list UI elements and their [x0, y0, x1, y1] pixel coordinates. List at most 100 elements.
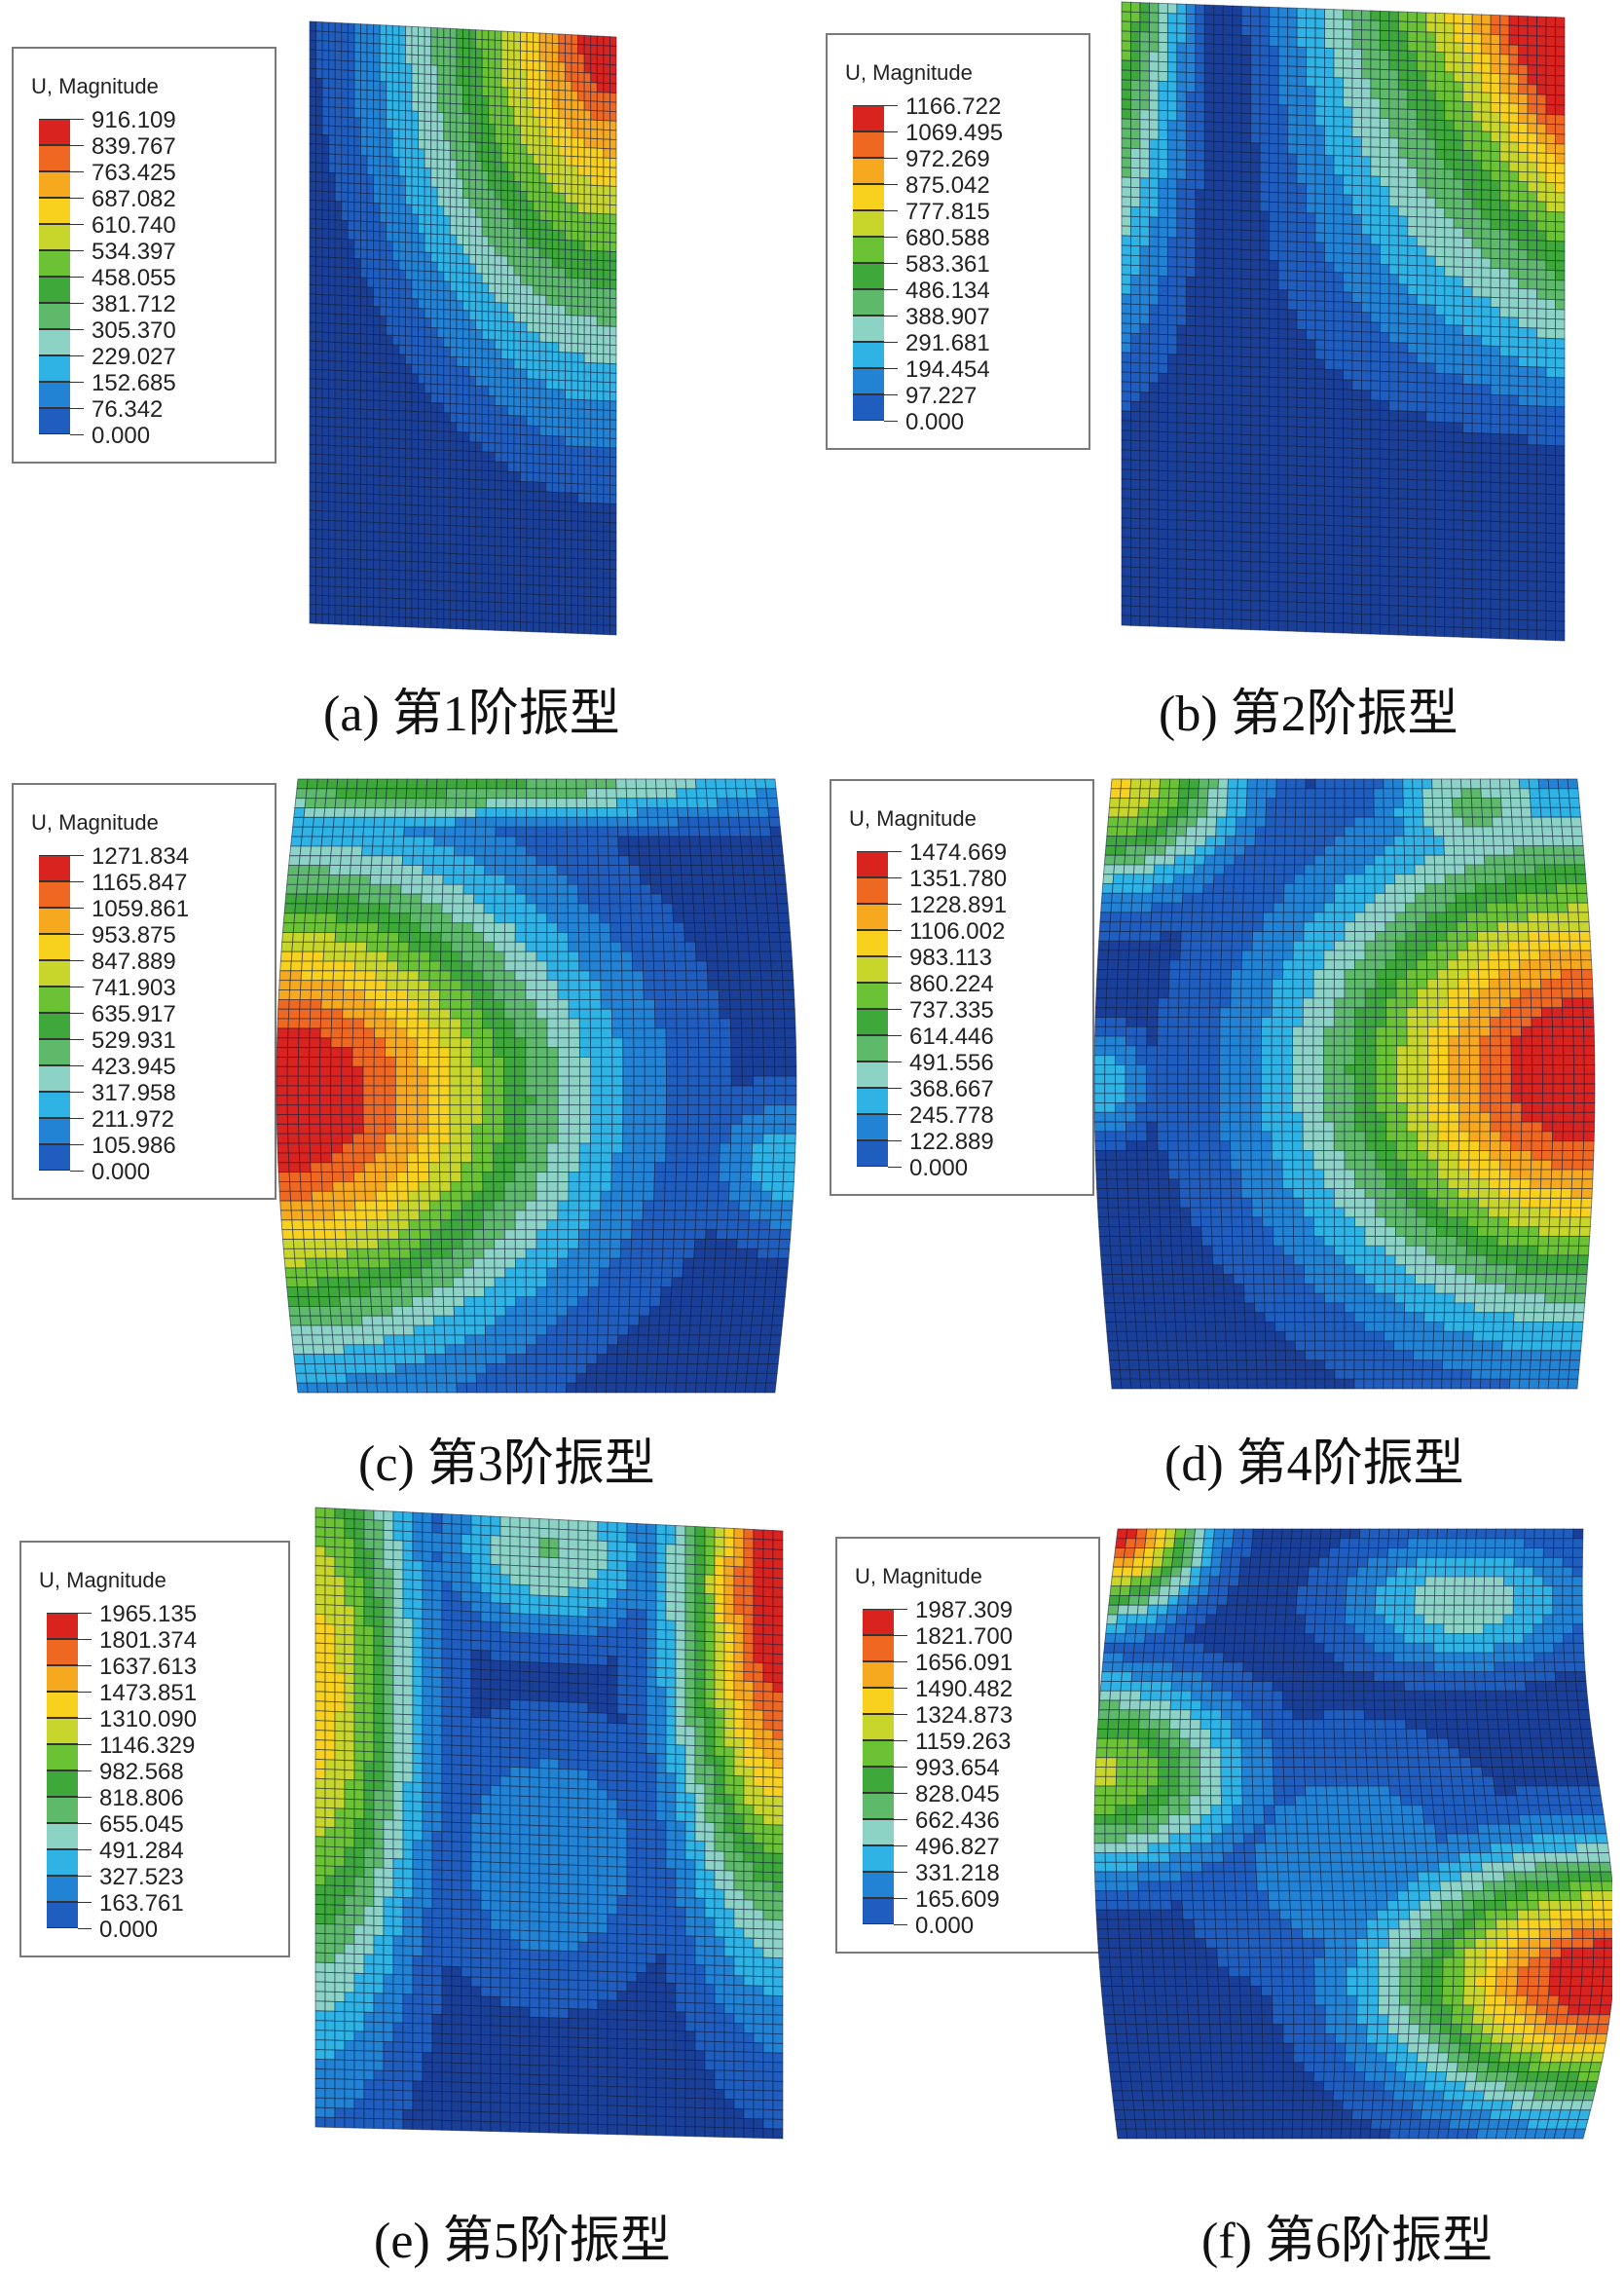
legend-swatch: [853, 237, 884, 263]
legend-tick: [78, 1613, 92, 1614]
legend-value: 610.740: [92, 214, 176, 238]
legend-swatch: [47, 1692, 78, 1718]
legend-swatch: [39, 1039, 70, 1065]
legend-swatch: [853, 394, 884, 421]
legend-swatch: [47, 1849, 78, 1876]
legend-swatch: [39, 355, 70, 382]
legend-tick: [70, 881, 84, 882]
legend-value: 317.958: [92, 1082, 176, 1105]
panel-caption: (d) 第4阶振型: [1164, 1422, 1464, 1495]
legend-tick: [884, 237, 898, 238]
legend-value: 486.134: [905, 279, 990, 303]
legend-tick: [884, 368, 898, 369]
legend-tick: [888, 1140, 902, 1141]
legend-swatch: [39, 198, 70, 224]
legend-value: 458.055: [92, 267, 176, 290]
legend-tick: [70, 1039, 84, 1040]
legend-swatch: [863, 1898, 894, 1924]
legend-swatch: [39, 1144, 70, 1171]
legend-swatch: [39, 908, 70, 934]
legend-color-bar: [857, 851, 888, 1167]
legend-title: U, Magnitude: [849, 806, 977, 832]
legend-value: 763.425: [92, 162, 176, 185]
legend-value: 0.000: [905, 411, 964, 434]
legend-tick: [884, 421, 898, 422]
legend-value: 327.523: [99, 1866, 184, 1889]
legend-value: 1965.135: [99, 1603, 197, 1626]
legend-swatch: [39, 224, 70, 250]
legend-swatch: [39, 960, 70, 987]
legend-swatch: [863, 1767, 894, 1793]
legend-tick: [894, 1767, 907, 1768]
legend-tick: [894, 1661, 907, 1662]
legend-swatch: [39, 408, 70, 434]
legend-tick: [78, 1665, 92, 1666]
legend-tick: [894, 1845, 907, 1846]
legend-value: 875.042: [905, 174, 990, 198]
legend-tick: [888, 877, 902, 878]
legend-value: 1351.780: [909, 868, 1007, 891]
legend-value: 1310.090: [99, 1708, 197, 1732]
legend-swatch: [853, 210, 884, 237]
legend-tick: [70, 855, 84, 856]
legend-tick: [78, 1639, 92, 1640]
legend-swatch: [47, 1639, 78, 1665]
legend-value: 245.778: [909, 1104, 994, 1128]
legend-tick: [894, 1714, 907, 1715]
legend-tick: [70, 1092, 84, 1093]
legend-tick: [78, 1770, 92, 1771]
legend-tick: [70, 277, 84, 278]
legend-value: 388.907: [905, 306, 990, 329]
legend-swatch: [39, 145, 70, 171]
legend-swatch: [47, 1823, 78, 1849]
legend-value: 491.284: [99, 1840, 184, 1863]
legend-swatch: [857, 1140, 888, 1167]
legend-swatch: [47, 1902, 78, 1928]
legend-tick: [888, 1088, 902, 1089]
legend-value: 165.609: [915, 1888, 1000, 1912]
legend-value: 291.681: [905, 332, 990, 355]
legend-tick: [70, 303, 84, 304]
legend-value: 1271.834: [92, 845, 189, 869]
legend-value: 381.712: [92, 293, 176, 317]
legend-value: 122.889: [909, 1131, 994, 1154]
legend-value: 982.568: [99, 1761, 184, 1784]
legend-tick: [888, 904, 902, 905]
legend-value: 1490.482: [915, 1678, 1013, 1701]
legend-tick: [894, 1872, 907, 1873]
legend-value: 1146.329: [99, 1734, 195, 1758]
legend-tick: [894, 1635, 907, 1636]
legend-tick: [70, 1144, 84, 1145]
legend-swatch: [39, 119, 70, 145]
legend-value: 0.000: [92, 1161, 150, 1184]
legend-tick: [70, 1118, 84, 1119]
legend-tick: [894, 1609, 907, 1610]
legend-value: 583.361: [905, 253, 990, 277]
legend-value: 305.370: [92, 319, 176, 343]
legend-value: 662.436: [915, 1809, 1000, 1833]
legend-swatch: [853, 263, 884, 289]
legend-swatch: [39, 934, 70, 960]
legend-swatch: [857, 1114, 888, 1140]
legend-value: 655.045: [99, 1813, 184, 1837]
legend-tick: [888, 1167, 902, 1168]
mesh-elements: [1094, 1529, 1612, 2139]
legend-tick: [70, 1065, 84, 1066]
legend-value: 741.903: [92, 977, 176, 1000]
legend-value: 1106.002: [909, 920, 1005, 944]
legend-value: 194.454: [905, 358, 990, 382]
legend-swatch: [47, 1770, 78, 1797]
legend-swatch: [857, 1035, 888, 1062]
legend-value: 423.945: [92, 1056, 176, 1079]
legend-swatch: [863, 1740, 894, 1767]
legend-value: 847.889: [92, 950, 176, 974]
mode-shape-mesh: [280, 0, 646, 658]
legend-value: 1166.722: [905, 95, 1001, 119]
legend-swatch: [39, 1092, 70, 1118]
legend-value: 614.446: [909, 1025, 994, 1049]
legend-swatch: [863, 1635, 894, 1661]
legend-swatch: [863, 1845, 894, 1872]
